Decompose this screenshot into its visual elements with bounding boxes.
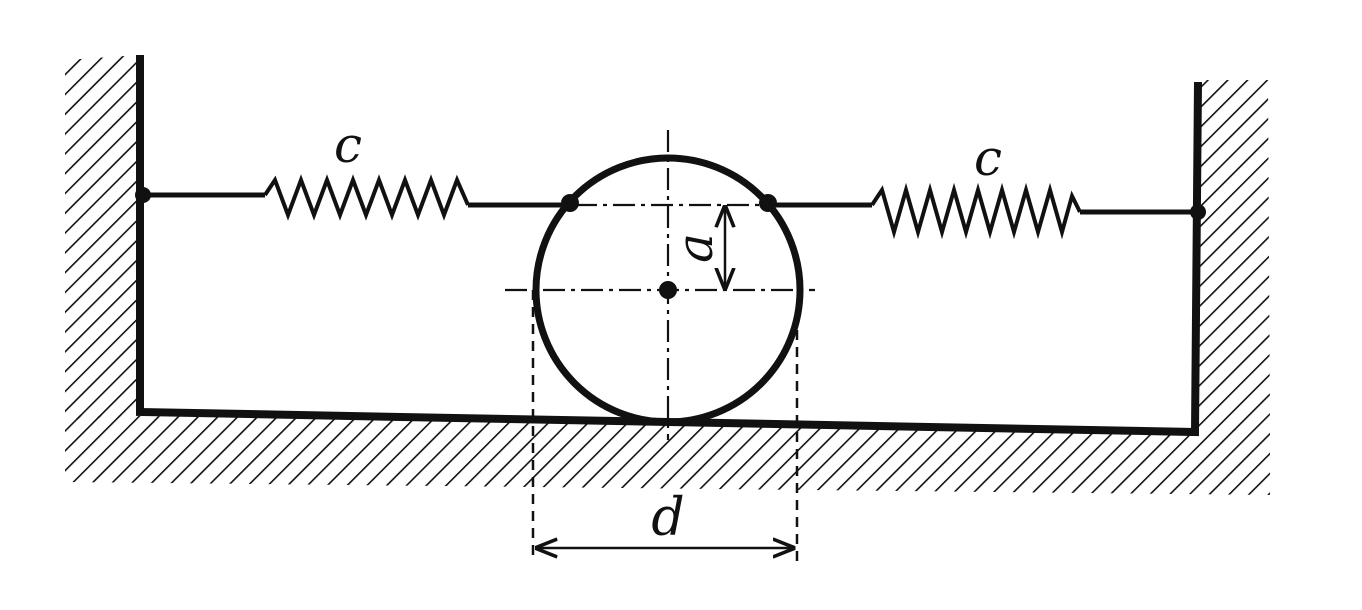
offset-label: a bbox=[666, 233, 724, 263]
left-spring-label: c bbox=[334, 116, 362, 174]
right-spring-label: c bbox=[974, 129, 1002, 187]
center-lines bbox=[505, 130, 815, 440]
left-spring bbox=[135, 174, 579, 221]
floor-hatch bbox=[65, 415, 1270, 495]
diameter-dimension bbox=[531, 290, 799, 565]
left-wall-pin bbox=[135, 187, 151, 203]
right-wall-hatch bbox=[1198, 80, 1270, 432]
left-wall-hatch bbox=[65, 55, 140, 420]
right-wall-pin bbox=[1190, 204, 1206, 220]
hatched-support bbox=[65, 55, 1270, 495]
right-spring bbox=[759, 182, 1206, 240]
diameter-label: d bbox=[651, 488, 684, 548]
